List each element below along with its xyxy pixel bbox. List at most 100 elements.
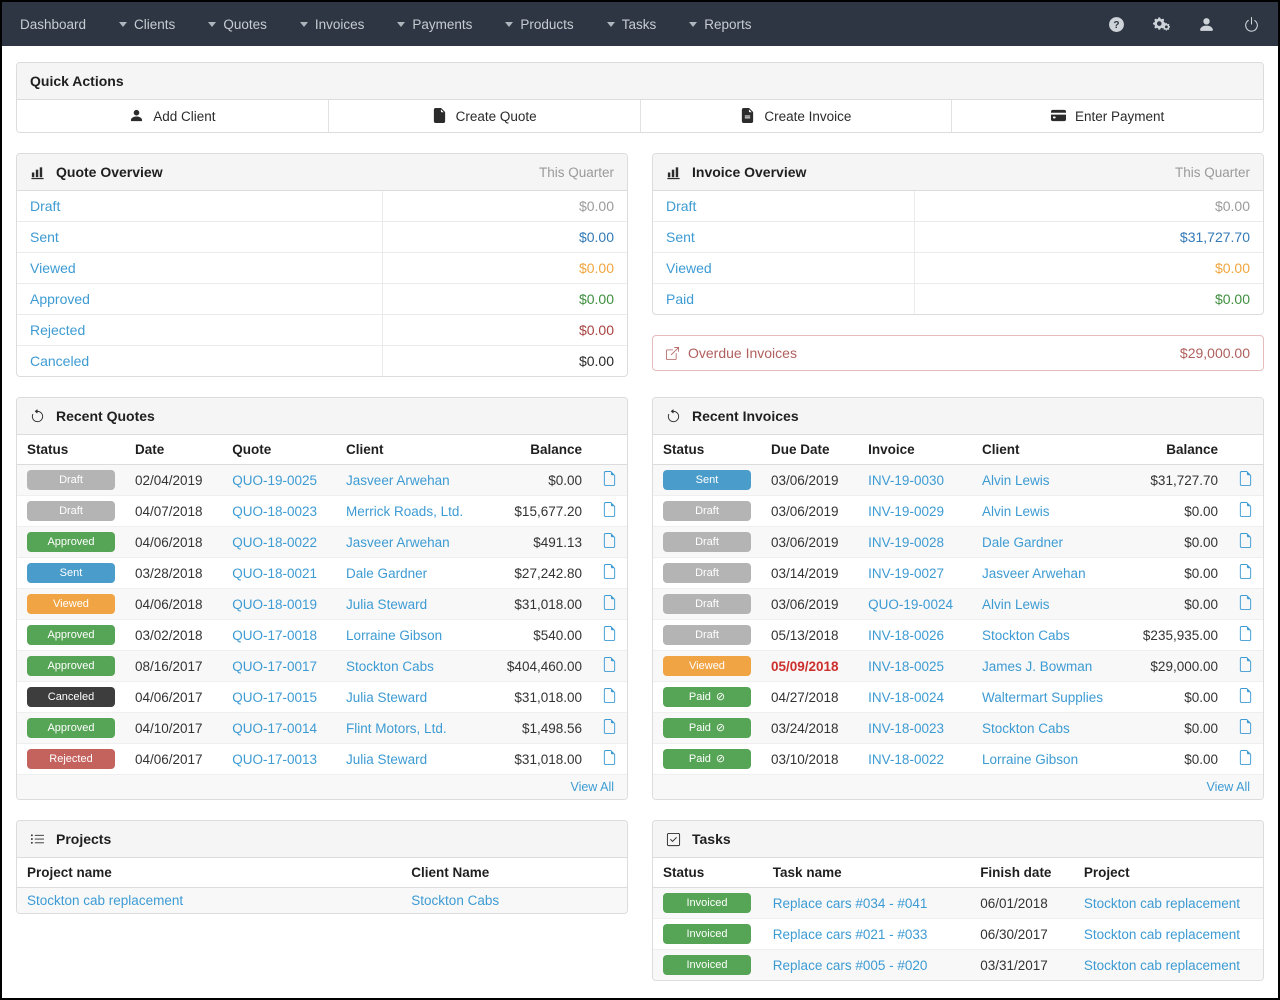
task-link[interactable]: Replace cars #034 - #041 [772, 895, 928, 911]
client-link[interactable]: Alvin Lewis [982, 503, 1050, 519]
document-number-link[interactable]: QUO-17-0018 [232, 627, 318, 643]
client-link[interactable]: Julia Steward [346, 689, 428, 705]
enter-payment-button[interactable]: Enter Payment [951, 100, 1263, 132]
nav-item-invoices[interactable]: Invoices [299, 17, 364, 32]
client-link[interactable]: Jasveer Arwehan [346, 472, 450, 488]
document-number-link[interactable]: QUO-18-0022 [232, 534, 318, 550]
nav-item-quotes[interactable]: Quotes [208, 17, 267, 32]
client-link[interactable]: Stockton Cabs [982, 720, 1070, 736]
client-link[interactable]: Dale Gardner [346, 565, 428, 581]
document-number-link[interactable]: QUO-17-0017 [232, 658, 318, 674]
client-link[interactable]: Flint Motors, Ltd. [346, 720, 447, 736]
document-number-link[interactable]: QUO-18-0023 [232, 503, 318, 519]
overdue-invoices-link[interactable]: Overdue Invoices $29,000.00 [652, 335, 1264, 371]
document-number-link[interactable]: INV-19-0029 [868, 503, 944, 519]
pdf-icon[interactable] [602, 719, 617, 734]
balance-cell: $0.00 [1124, 712, 1228, 744]
document-number-link[interactable]: QUO-18-0019 [232, 596, 318, 612]
project-link[interactable]: Stockton cab replacement [27, 893, 184, 908]
pdf-icon[interactable] [1238, 626, 1253, 641]
status-label: Paid [688, 691, 711, 703]
document-number-link[interactable]: INV-18-0023 [868, 720, 944, 736]
pdf-icon[interactable] [602, 657, 617, 672]
pdf-icon[interactable] [1238, 502, 1253, 517]
document-number-link[interactable]: QUO-17-0015 [232, 689, 318, 705]
date-cell: 04/06/2017 [135, 751, 203, 767]
overview-status-link[interactable]: Canceled [30, 353, 90, 369]
overview-status-link[interactable]: Sent [30, 229, 59, 245]
document-number-link[interactable]: QUO-17-0013 [232, 751, 318, 767]
pdf-icon[interactable] [602, 750, 617, 765]
client-link[interactable]: James J. Bowman [982, 658, 1093, 674]
pdf-icon[interactable] [1238, 471, 1253, 486]
document-number-link[interactable]: INV-18-0022 [868, 751, 944, 767]
settings-gears-icon[interactable] [1153, 16, 1170, 33]
client-link[interactable]: Stockton Cabs [411, 893, 500, 908]
task-link[interactable]: Replace cars #021 - #033 [772, 926, 928, 942]
project-link[interactable]: Stockton cab replacement [1083, 895, 1240, 911]
overview-status-link[interactable]: Viewed [666, 260, 712, 276]
pdf-icon[interactable] [602, 533, 617, 548]
overview-status-link[interactable]: Sent [666, 229, 695, 245]
pdf-icon[interactable] [602, 626, 617, 641]
user-icon[interactable] [1198, 16, 1215, 33]
pdf-icon[interactable] [602, 564, 617, 579]
overview-status-link[interactable]: Draft [666, 198, 697, 214]
overview-status-link[interactable]: Paid [666, 291, 695, 307]
document-number-link[interactable]: QUO-19-0024 [868, 596, 953, 612]
client-link[interactable]: Waltermart Supplies [982, 689, 1104, 705]
pdf-icon[interactable] [1238, 533, 1253, 548]
client-link[interactable]: Stockton Cabs [346, 658, 434, 674]
nav-item-payments[interactable]: Payments [397, 17, 472, 32]
client-link[interactable]: Stockton Cabs [982, 627, 1070, 643]
client-link[interactable]: Jasveer Arwehan [346, 534, 450, 550]
nav-item-clients[interactable]: Clients [119, 17, 175, 32]
create-invoice-button[interactable]: Create Invoice [639, 100, 952, 132]
pdf-icon[interactable] [1238, 657, 1253, 672]
document-number-link[interactable]: QUO-18-0021 [232, 565, 318, 581]
pdf-icon[interactable] [1238, 750, 1253, 765]
document-number-link[interactable]: INV-18-0024 [868, 689, 944, 705]
pdf-icon[interactable] [602, 502, 617, 517]
nav-item-products[interactable]: Products [505, 17, 574, 32]
document-number-link[interactable]: QUO-19-0025 [232, 472, 318, 488]
pdf-icon[interactable] [1238, 719, 1253, 734]
pdf-icon[interactable] [1238, 564, 1253, 579]
client-link[interactable]: Jasveer Arwehan [982, 565, 1086, 581]
pdf-icon[interactable] [602, 471, 617, 486]
pdf-icon[interactable] [1238, 688, 1253, 703]
document-number-link[interactable]: QUO-17-0014 [232, 720, 318, 736]
document-number-link[interactable]: INV-19-0027 [868, 565, 944, 581]
client-link[interactable]: Merrick Roads, Ltd. [346, 503, 464, 519]
client-link[interactable]: Lorraine Gibson [982, 751, 1079, 767]
power-icon[interactable] [1243, 16, 1260, 33]
nav-item-dashboard[interactable]: Dashboard [20, 17, 86, 32]
client-link[interactable]: Dale Gardner [982, 534, 1064, 550]
document-number-link[interactable]: INV-18-0025 [868, 658, 944, 674]
nav-item-reports[interactable]: Reports [689, 17, 751, 32]
project-link[interactable]: Stockton cab replacement [1083, 926, 1240, 942]
document-number-link[interactable]: INV-19-0030 [868, 472, 944, 488]
client-link[interactable]: Alvin Lewis [982, 472, 1050, 488]
add-client-button[interactable]: Add Client [17, 100, 328, 132]
document-number-link[interactable]: INV-18-0026 [868, 627, 944, 643]
overview-status-link[interactable]: Approved [30, 291, 90, 307]
pdf-icon[interactable] [602, 595, 617, 610]
client-link[interactable]: Julia Steward [346, 596, 428, 612]
document-number-link[interactable]: INV-19-0028 [868, 534, 944, 550]
view-all-link[interactable]: View All [570, 780, 614, 794]
view-all-link[interactable]: View All [1206, 780, 1250, 794]
client-link[interactable]: Julia Steward [346, 751, 428, 767]
client-link[interactable]: Lorraine Gibson [346, 627, 443, 643]
overview-status-link[interactable]: Rejected [30, 322, 86, 338]
pdf-icon[interactable] [602, 688, 617, 703]
overview-status-link[interactable]: Draft [30, 198, 61, 214]
create-quote-button[interactable]: Create Quote [327, 100, 640, 132]
help-icon[interactable] [1108, 16, 1125, 33]
task-link[interactable]: Replace cars #005 - #020 [772, 957, 928, 973]
overview-status-link[interactable]: Viewed [30, 260, 76, 276]
client-link[interactable]: Alvin Lewis [982, 596, 1050, 612]
pdf-icon[interactable] [1238, 595, 1253, 610]
project-link[interactable]: Stockton cab replacement [1083, 957, 1240, 973]
nav-item-tasks[interactable]: Tasks [606, 17, 656, 32]
